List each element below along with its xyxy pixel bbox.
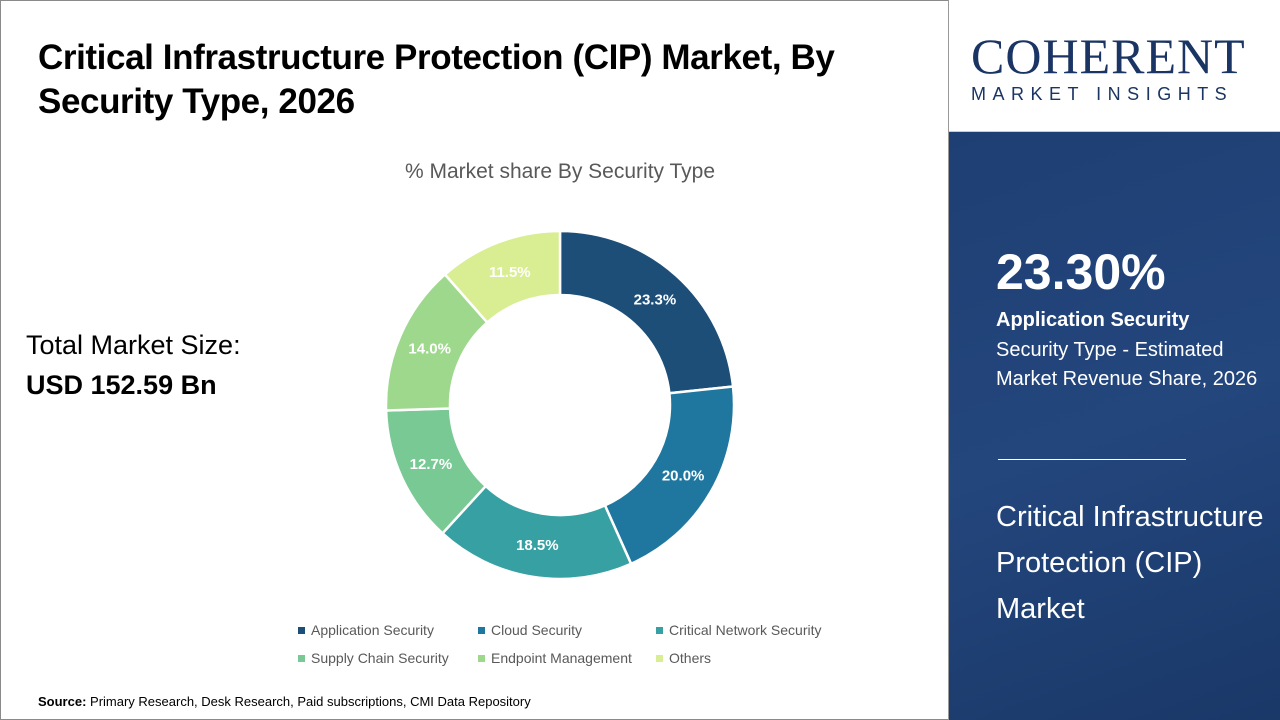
legend-item: Application Security: [298, 622, 478, 638]
company-logo: COHERENT MARKET INSIGHTS: [949, 0, 1280, 132]
slice-application-security: [558, 229, 735, 395]
source-text: Primary Research, Desk Research, Paid su…: [86, 694, 531, 709]
chart-title: % Market share By Security Type: [404, 160, 716, 183]
legend-swatch: [656, 626, 663, 634]
legend-swatch: [478, 654, 485, 662]
donut-chart: 23.3% 20.0% 18.5% 12.7% 14.0% 11.5%: [384, 229, 736, 581]
source-note: Source: Primary Research, Desk Research,…: [38, 694, 531, 709]
legend-item: Supply Chain Security: [298, 650, 478, 666]
legend-label: Application Security: [311, 622, 434, 638]
highlight-description: Security Type - Estimated Market Revenue…: [996, 339, 1258, 390]
source-label: Source:: [38, 694, 87, 709]
logo-tagline: MARKET INSIGHTS: [971, 84, 1234, 104]
legend-swatch: [478, 626, 485, 634]
market-name: Critical Infrastructure Protection (CIP)…: [996, 501, 1264, 625]
data-label: 20.0%: [662, 468, 705, 485]
logo-wordmark: COHERENT: [971, 28, 1246, 84]
total-market-size: Total Market Size: USD 152.59 Bn: [26, 325, 241, 405]
divider: [948, 0, 949, 720]
legend-label: Supply Chain Security: [311, 650, 449, 666]
data-label: 18.5%: [516, 537, 559, 554]
chart-legend: Application Security Cloud Security Critic…: [298, 622, 858, 666]
slice-others: [443, 229, 562, 325]
panel-divider: [998, 459, 1186, 460]
data-label: 12.7%: [410, 456, 453, 473]
legend-label: Critical Network Security: [669, 622, 822, 638]
legend-item: Cloud Security: [478, 622, 656, 638]
highlight-segment: Application Security: [996, 309, 1190, 331]
legend-item: Endpoint Management: [478, 650, 656, 666]
total-value: USD 152.59 Bn: [26, 370, 217, 400]
legend-label: Endpoint Management: [491, 650, 632, 666]
legend-swatch: [298, 654, 305, 662]
highlight-panel: 23.30% Application Security Security Typ…: [949, 132, 1280, 720]
legend-label: Others: [669, 650, 712, 666]
legend-swatch: [656, 654, 663, 662]
data-label: 23.3%: [634, 291, 677, 308]
legend-item: Critical Network Security: [656, 622, 856, 638]
highlight-percent: 23.30%: [996, 244, 1166, 300]
legend-label: Cloud Security: [491, 622, 583, 638]
page-title: Critical Infrastructure Protection (CIP)…: [38, 38, 835, 121]
data-label: 14.0%: [408, 341, 451, 358]
data-label: 11.5%: [489, 264, 531, 281]
legend-item: Others: [656, 650, 856, 666]
total-label: Total Market Size:: [26, 330, 241, 360]
legend-swatch: [298, 626, 305, 634]
